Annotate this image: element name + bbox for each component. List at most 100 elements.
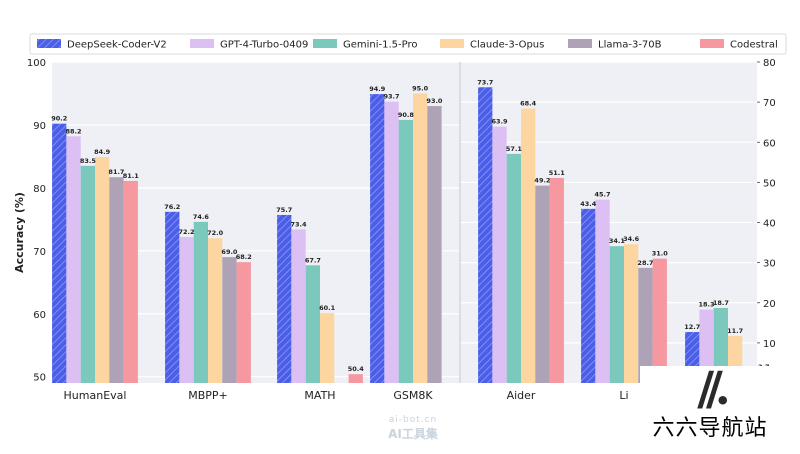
data-label: 81.1: [123, 172, 140, 180]
bar-Li-3: [624, 244, 639, 383]
category-label: MBPP+: [188, 389, 228, 402]
data-label: 57.1: [506, 145, 523, 153]
bar-Li-2: [609, 246, 624, 383]
bar-GSM8K-4: [427, 106, 442, 383]
right-tick-label: 40: [763, 219, 776, 230]
data-label: 67.7: [305, 256, 321, 264]
data-label: 50.4: [348, 365, 365, 373]
legend-swatch: [568, 39, 592, 48]
bar-Li-4: [638, 267, 653, 383]
left-tick-label: 70: [33, 247, 46, 258]
bar-HumanEval-1: [66, 136, 81, 383]
data-label: 76.2: [164, 203, 180, 211]
bar-Aider-4: [535, 185, 550, 383]
data-label: 90.8: [398, 111, 415, 119]
right-tick-label: 50: [763, 178, 776, 189]
left-tick-label: 60: [33, 310, 46, 321]
bar-MBPP+-2: [193, 221, 208, 383]
bar-GSM8K-3: [413, 93, 428, 384]
legend-label: Gemini-1.5-Pro: [343, 40, 418, 51]
bar-MATH-0: [277, 214, 292, 383]
watermark-name: AI工具集: [388, 427, 438, 441]
right-tick-label: 80: [763, 58, 776, 69]
left-tick-label: 80: [33, 184, 46, 195]
bar-Li-0: [581, 208, 596, 383]
bar-group6-1: [699, 309, 714, 383]
legend-swatch: [440, 39, 464, 48]
badge-text: 六六导航站: [652, 416, 768, 441]
bar-Aider-0: [478, 87, 493, 383]
legend-label: DeepSeek-Coder-V2: [67, 40, 167, 51]
legend: DeepSeek-Coder-V2 GPT-4-Turbo-0409 Gemini-…: [29, 33, 787, 55]
data-label: 60.1: [319, 304, 336, 312]
category-label: Li: [619, 389, 628, 402]
y-axis-label: Accuracy (%): [13, 192, 26, 273]
bar-MBPP+-3: [208, 238, 223, 383]
bar-HumanEval-2: [80, 165, 95, 383]
data-label: 72.0: [207, 229, 224, 237]
bar-Li-1: [595, 199, 610, 383]
legend-label: Claude-3-Opus: [470, 40, 544, 51]
data-label: 68.2: [236, 253, 252, 261]
bar-MBPP+-5: [236, 262, 251, 383]
data-label: 83.5: [80, 157, 97, 165]
data-label: 45.7: [595, 191, 611, 199]
category-label: MATH: [304, 389, 335, 402]
data-label: 93.0: [426, 97, 443, 105]
axes: HumanEval MBPP+ MATH GSM8K Aider Li 50 60 70 80 90…: [13, 58, 776, 402]
category-label: Aider: [507, 389, 536, 402]
bar-Aider-3: [521, 108, 536, 384]
data-label: 18.3: [699, 301, 715, 309]
bar-Aider-5: [549, 177, 564, 383]
category-label: GSM8K: [393, 389, 433, 402]
bar-GSM8K-1: [384, 101, 399, 383]
bar-MATH-5: [348, 374, 363, 383]
legend-swatch: [700, 39, 724, 48]
data-label: 69.0: [221, 248, 238, 256]
bar-MATH-2: [305, 265, 320, 383]
right-tick-label: 10: [763, 339, 776, 350]
legend-label: Codestral: [730, 40, 778, 51]
site-badge: //. 六六导航站: [640, 361, 780, 442]
right-tick-label: 70: [763, 98, 776, 109]
data-label: 90.2: [51, 115, 67, 123]
legend-swatch: [313, 39, 337, 48]
data-labels: 90.2 88.2 83.584.9 81.781.1 76.2 72.2 74.6 72.0…: [51, 78, 769, 373]
bar-group6-2: [713, 307, 728, 383]
data-label: 74.6: [193, 213, 210, 221]
data-label: 81.7: [108, 168, 124, 176]
left-tick-label: 50: [33, 373, 46, 384]
legend-frame: [29, 33, 787, 55]
data-label: 49.2: [534, 177, 550, 185]
bar-GSM8K-0: [370, 94, 385, 383]
bar-MBPP+-0: [165, 211, 180, 383]
bar-MATH-3: [320, 313, 335, 383]
bar-GSM8K-2: [398, 119, 413, 383]
bar-MBPP+-4: [222, 257, 237, 383]
data-label: 11.7: [727, 327, 743, 335]
data-label: 73.4: [291, 220, 308, 228]
data-label: 95.0: [412, 84, 429, 92]
data-label: 72.2: [179, 228, 195, 236]
legend-swatch: [190, 39, 214, 48]
data-label: 51.1: [549, 169, 566, 177]
bar-HumanEval-3: [95, 157, 110, 383]
bar-MATH-1: [291, 229, 306, 383]
bar-Aider-2: [506, 153, 521, 383]
watermark: ai-bot.cn AI工具集: [358, 415, 468, 442]
badge-logo-icon: //.: [697, 361, 731, 415]
data-label: 34.1: [609, 237, 626, 245]
bar-Aider-1: [492, 126, 507, 383]
bar-Li-5: [652, 258, 667, 383]
right-tick-label: 20: [763, 299, 776, 310]
data-label: 84.9: [94, 148, 111, 156]
left-tick-label: 90: [33, 121, 46, 132]
category-label: HumanEval: [64, 389, 127, 402]
bars: [52, 87, 771, 384]
legend-swatch: [37, 39, 61, 48]
data-label: 63.9: [492, 118, 509, 126]
data-label: 18.7: [713, 299, 729, 307]
right-tick-label: 30: [763, 259, 776, 270]
